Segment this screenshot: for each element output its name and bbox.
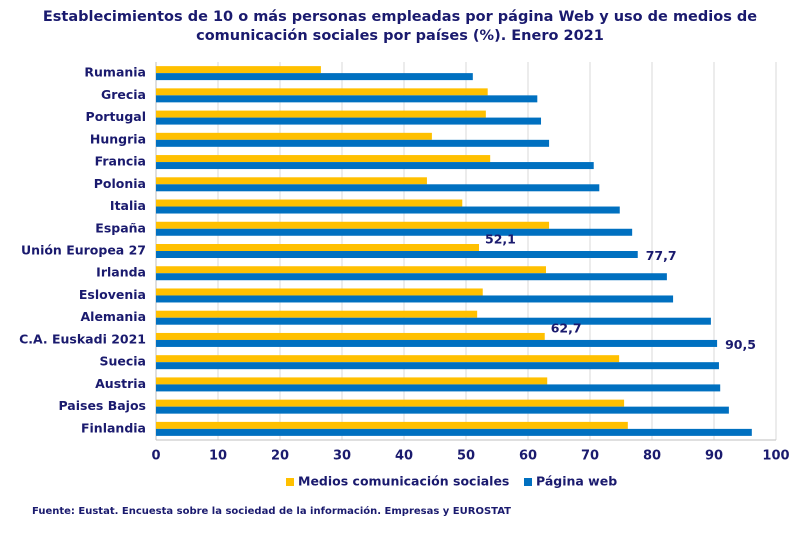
bar <box>156 288 483 296</box>
x-tick-label: 50 <box>457 449 475 464</box>
bar <box>156 310 478 318</box>
bar <box>156 399 625 407</box>
y-tick-label: Eslovenia <box>79 287 146 302</box>
bar <box>156 273 667 281</box>
x-tick-label: 70 <box>581 449 599 464</box>
data-label: 62,7 <box>551 320 582 335</box>
x-tick-label: 0 <box>151 449 160 464</box>
y-tick-label: Irlanda <box>96 265 146 280</box>
legend-swatch <box>524 478 532 486</box>
y-tick-label: Italia <box>110 198 146 213</box>
bar <box>156 162 594 170</box>
bar <box>156 95 538 103</box>
source-note: Fuente: Eustat. Encuesta sobre la socied… <box>32 505 511 517</box>
bar <box>156 139 550 147</box>
bar <box>156 384 721 392</box>
bar <box>156 184 600 192</box>
x-tick-label: 10 <box>209 449 227 464</box>
bar <box>156 132 432 140</box>
bar <box>156 117 542 125</box>
data-label: 90,5 <box>725 337 756 352</box>
bar <box>156 66 321 74</box>
y-tick-label: Rumania <box>84 65 146 80</box>
y-tick-label: Finlandia <box>81 420 146 435</box>
bar <box>156 377 548 385</box>
bar <box>156 355 620 363</box>
y-tick-label: Hungria <box>90 131 146 146</box>
legend-label: Página web <box>536 474 617 489</box>
bar <box>156 406 729 414</box>
bar <box>156 339 718 347</box>
x-tick-label: 100 <box>762 449 789 464</box>
y-tick-label: Alemania <box>80 309 146 324</box>
bar <box>156 428 752 436</box>
bar <box>156 155 491 163</box>
y-tick-label: Francia <box>95 154 146 169</box>
bar <box>156 206 620 214</box>
bar <box>156 110 486 118</box>
x-tick-label: 60 <box>519 449 537 464</box>
x-tick-label: 80 <box>643 449 661 464</box>
y-tick-label: Unión Europea 27 <box>21 243 146 258</box>
bar <box>156 332 545 340</box>
bar <box>156 177 427 185</box>
legend-swatch <box>286 478 294 486</box>
data-label: 52,1 <box>485 232 516 247</box>
data-label: 77,7 <box>646 248 677 263</box>
bar <box>156 244 480 251</box>
bar <box>156 73 473 81</box>
bar <box>156 251 638 258</box>
x-tick-label: 90 <box>705 449 723 464</box>
x-tick-label: 20 <box>271 449 289 464</box>
bar <box>156 266 546 274</box>
bar <box>156 88 488 96</box>
chart-title: comunicación sociales por países (%). En… <box>196 28 604 44</box>
y-tick-label: Paises Bajos <box>58 398 146 413</box>
x-tick-label: 30 <box>333 449 351 464</box>
y-tick-label: Polonia <box>94 176 146 191</box>
x-tick-label: 40 <box>395 449 413 464</box>
bar <box>156 421 628 429</box>
bar <box>156 199 463 207</box>
y-tick-label: España <box>95 220 146 235</box>
bar <box>156 295 674 303</box>
y-tick-label: Portugal <box>86 109 146 124</box>
bar <box>156 221 550 229</box>
y-tick-label: C.A. Euskadi 2021 <box>19 331 146 346</box>
bar <box>156 362 719 370</box>
y-tick-label: Suecia <box>99 354 146 369</box>
chart-title: Establecimientos de 10 o más personas em… <box>43 9 757 25</box>
bar <box>156 317 711 325</box>
y-tick-label: Austria <box>95 376 146 391</box>
y-tick-label: Grecia <box>101 87 146 102</box>
bar <box>156 228 633 236</box>
legend-label: Medios comunicación sociales <box>298 474 509 489</box>
